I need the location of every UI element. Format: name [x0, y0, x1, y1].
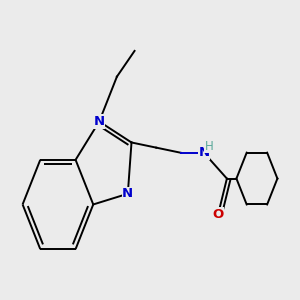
Text: N: N	[122, 187, 134, 200]
Text: H: H	[205, 140, 213, 153]
Text: N: N	[198, 146, 209, 159]
Text: N: N	[94, 115, 105, 128]
Text: O: O	[212, 208, 224, 221]
